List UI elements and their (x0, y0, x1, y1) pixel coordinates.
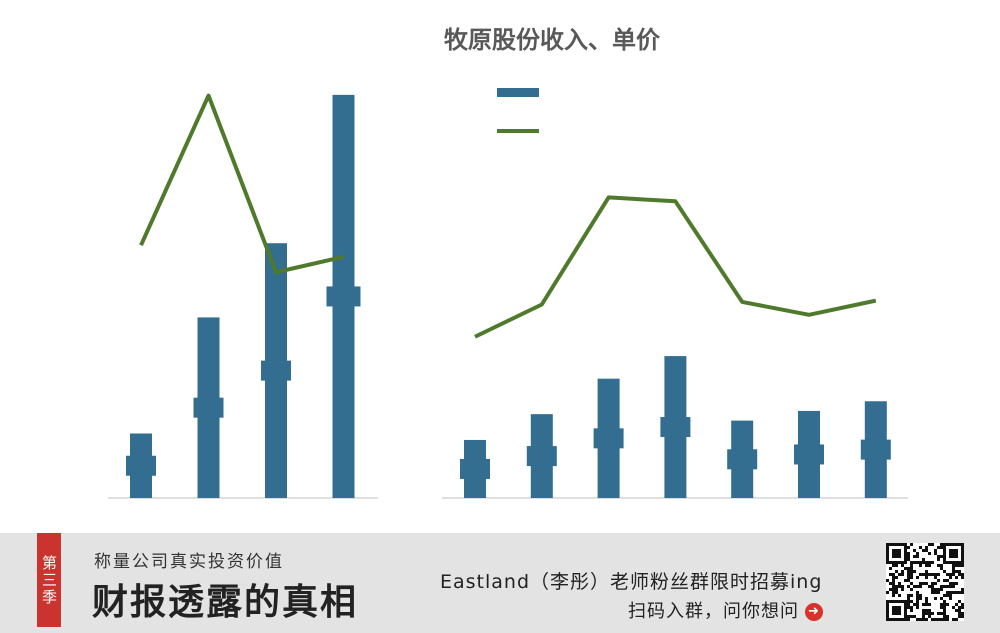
revenue-label-box (660, 417, 691, 438)
legend (497, 88, 539, 133)
legend-revenue-swatch (497, 88, 539, 97)
revenue-label-box (126, 455, 156, 476)
promo-banner: 第三季 称量公司真实投资价值 财报透露的真相 Eastland（李彤）老师粉丝群… (0, 533, 1000, 633)
revenue-label-box (261, 360, 291, 381)
data-labels (126, 286, 891, 479)
revenue-label-box (526, 446, 557, 467)
banner-scan-label: 扫码入群，问你想问 (628, 601, 799, 622)
arrow-right-circle-icon: ➜ (805, 603, 823, 621)
qr-code-icon[interactable] (886, 543, 964, 621)
revenue-label-box (727, 449, 758, 470)
banner-scan-text[interactable]: 扫码入群，问你想问 ➜ (628, 597, 823, 623)
banner-recruit-text: Eastland（李彤）老师粉丝群限时招募ing (440, 571, 823, 593)
price-lines (139, 93, 877, 339)
revenue-bars (130, 94, 887, 498)
banner-subtitle: 称量公司真实投资价值 (94, 552, 284, 572)
season-tag: 第三季 (37, 533, 61, 627)
revenue-label-box (860, 439, 891, 460)
revenue-label-box (193, 397, 224, 418)
chart-title: 牧原股份收入、单价 (444, 26, 661, 54)
banner-main-title: 财报透露的真相 (92, 581, 359, 623)
chart: 牧原股份收入、单价 (108, 26, 908, 499)
revenue-label-box (460, 458, 490, 479)
revenue-label-box (326, 286, 361, 307)
revenue-label-box (593, 428, 624, 449)
price-line (139, 93, 344, 275)
revenue-label-box (794, 444, 824, 465)
price-line (474, 195, 877, 339)
